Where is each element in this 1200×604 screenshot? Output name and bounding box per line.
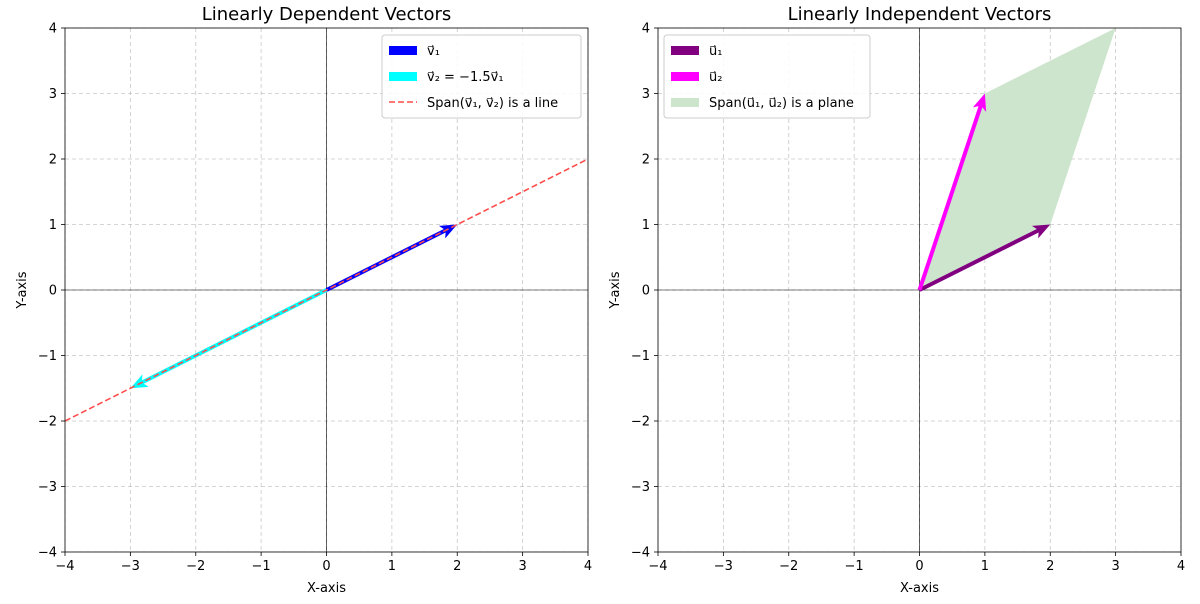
x-tick-label: −2: [779, 559, 798, 574]
x-tick-label: −3: [121, 559, 140, 574]
x-axis-label: X-axis: [307, 581, 346, 596]
y-tick-label: −3: [631, 480, 650, 495]
legend-item: Span(v⃗₁, v⃗₂) is a line: [389, 96, 558, 111]
legend-item: Span(u⃗₁, u⃗₂) is a plane: [671, 96, 854, 111]
y-tick-label: −2: [38, 415, 57, 430]
legend-swatch: [389, 72, 417, 81]
x-tick-label: 0: [915, 559, 923, 574]
x-tick-label: −1: [252, 559, 271, 574]
x-tick-label: −1: [845, 559, 864, 574]
x-tick-label: 3: [1111, 559, 1119, 574]
chart-title: Linearly Dependent Vectors: [202, 4, 452, 25]
y-tick-label: −4: [631, 546, 650, 561]
x-tick-label: 1: [388, 559, 396, 574]
x-tick-label: 2: [1046, 559, 1054, 574]
x-tick-label: −4: [648, 559, 667, 574]
x-tick-label: 2: [453, 559, 461, 574]
y-axis-label: Y-axis: [15, 271, 30, 309]
x-tick-label: 4: [1177, 559, 1185, 574]
vector-arrow-2: [917, 93, 987, 291]
y-tick-label: 4: [642, 22, 650, 37]
legend-item: v⃗₁: [389, 44, 440, 59]
legend: v⃗₁ v⃗₂ = −1.5v⃗₁ Span(v⃗₁, v⃗₂) is a line: [381, 34, 582, 119]
x-tick-label: −3: [714, 559, 733, 574]
plot-area: [658, 28, 1181, 552]
y-tick-label: −3: [38, 480, 57, 495]
x-tick-label: 4: [584, 559, 592, 574]
x-tick-label: −2: [186, 559, 205, 574]
y-tick-label: −1: [38, 349, 57, 364]
legend-swatch: [671, 98, 699, 107]
y-tick-label: 4: [49, 22, 57, 37]
legend-item: v⃗₂ = −1.5v⃗₁: [389, 70, 504, 85]
span-plane-fill: [919, 28, 1116, 290]
legend: u⃗₁ u⃗₂ Span(u⃗₁, u⃗₂) is a plane: [663, 34, 871, 119]
legend-label: u⃗₁: [709, 44, 722, 59]
x-axis-label: X-axis: [900, 581, 939, 596]
chart-2: −4−4 −3 −3 −2 −2 −1 −1 0 0 1 1 2 2 3 3 4 4 Linearly Indep…: [608, 4, 1185, 596]
span-line: [65, 158, 588, 422]
legend-label: Span(v⃗₁, v⃗₂) is a line: [427, 96, 558, 111]
x-tick-label: 1: [981, 559, 989, 574]
y-tick-label: 3: [49, 87, 57, 102]
legend-label: v⃗₂ = −1.5v⃗₁: [427, 70, 504, 85]
y-tick-label: −4: [38, 546, 57, 561]
legend-label: v⃗₁: [427, 44, 440, 59]
legend-item: u⃗₁: [671, 44, 722, 59]
legend-frame: [663, 34, 871, 119]
x-tick-label: −4: [55, 559, 74, 574]
y-tick-label: −1: [631, 349, 650, 364]
legend-frame: [381, 34, 582, 119]
chart-title: Linearly Independent Vectors: [788, 4, 1052, 25]
legend-label: Span(u⃗₁, u⃗₂) is a plane: [709, 96, 854, 111]
y-tick-label: 1: [49, 218, 57, 233]
y-tick-label: −2: [631, 415, 650, 430]
chart-1: −4−4 −3 −3 −2 −2 −1 −1 0 0 1 1 2 2 3 3 4 4 Linearly Depen…: [15, 4, 592, 596]
y-axis-label: Y-axis: [608, 271, 623, 309]
y-tick-label: 3: [642, 87, 650, 102]
legend-swatch: [389, 46, 417, 55]
y-tick-label: 0: [49, 284, 57, 299]
y-tick-label: 2: [642, 153, 650, 168]
legend-swatch: [671, 72, 699, 81]
legend-label: u⃗₂: [709, 70, 722, 85]
y-tick-label: 2: [49, 153, 57, 168]
y-tick-label: 1: [642, 218, 650, 233]
legend-swatch: [671, 46, 699, 55]
x-tick-label: 0: [322, 559, 330, 574]
vector-arrow-1: [918, 224, 1051, 292]
y-tick-label: 0: [642, 284, 650, 299]
legend-item: u⃗₂: [671, 70, 722, 85]
x-tick-label: 3: [518, 559, 526, 574]
